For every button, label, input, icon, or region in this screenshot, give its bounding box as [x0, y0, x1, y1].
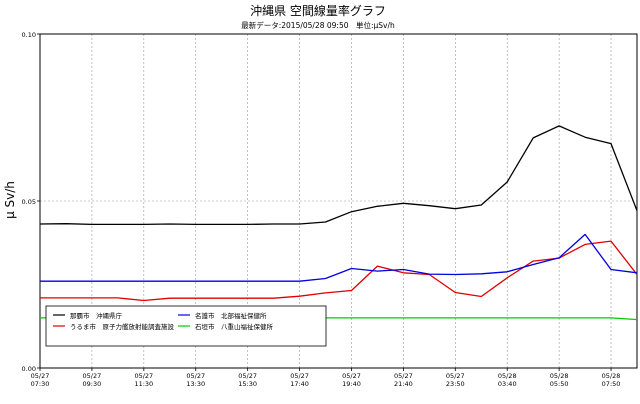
- x-tick-label-time: 19:40: [342, 380, 361, 388]
- legend-label-ishigaki: 石垣市 八重山福祉保健所: [195, 322, 274, 331]
- x-tick-label-date: 05/27: [394, 372, 413, 380]
- legend-label-nago: 名護市 北部福祉保健所: [195, 311, 267, 320]
- x-tick-label-time: 21:40: [394, 380, 413, 388]
- y-tick-label: 0.10: [22, 31, 36, 39]
- x-tick-label-time: 09:30: [83, 380, 102, 388]
- y-tick-label: 0.00: [22, 365, 36, 373]
- x-tick-label-time: 07:50: [602, 380, 621, 388]
- x-tick-label-time: 15:30: [238, 380, 257, 388]
- x-tick-label-time: 13:30: [186, 380, 205, 388]
- x-tick-label-date: 05/27: [83, 372, 102, 380]
- chart-title: 沖縄県 空間線量率グラフ: [250, 3, 386, 18]
- x-tick-label-time: 17:40: [290, 380, 309, 388]
- x-tick-label-date: 05/27: [31, 372, 50, 380]
- legend-entry: うるま市 原子力艦放射能調査施設: [53, 322, 175, 331]
- x-tick-label-date: 05/27: [290, 372, 309, 380]
- x-tick-label-date: 05/27: [186, 372, 205, 380]
- x-tick-label-time: 03:40: [498, 380, 517, 388]
- x-tick-label-time: 07:30: [31, 380, 50, 388]
- y-tick-label: 0.05: [22, 198, 36, 206]
- x-tick-label-date: 05/28: [498, 372, 517, 380]
- x-tick-label-date: 05/27: [342, 372, 361, 380]
- x-tick-label-date: 05/28: [550, 372, 569, 380]
- legend-label-uruma: うるま市 原子力艦放射能調査施設: [70, 322, 175, 331]
- x-tick-label-date: 05/27: [446, 372, 465, 380]
- x-tick-label-date: 05/28: [602, 372, 621, 380]
- legend: 那覇市 沖縄県庁 うるま市 原子力艦放射能調査施設 名護市 北部福祉保健所 石垣…: [46, 306, 326, 346]
- x-tick-label-date: 05/27: [134, 372, 153, 380]
- y-axis-label: μ Sv/h: [3, 181, 17, 219]
- chart-subtitle: 最新データ:2015/05/28 09:50 単位:μSv/h: [241, 20, 395, 30]
- x-tick-label-time: 11:30: [134, 380, 153, 388]
- legend-label-naha: 那覇市 沖縄県庁: [70, 311, 123, 320]
- x-tick-label-time: 05:50: [550, 380, 569, 388]
- x-tick-label-time: 23:50: [446, 380, 465, 388]
- x-tick-label-date: 05/27: [238, 372, 257, 380]
